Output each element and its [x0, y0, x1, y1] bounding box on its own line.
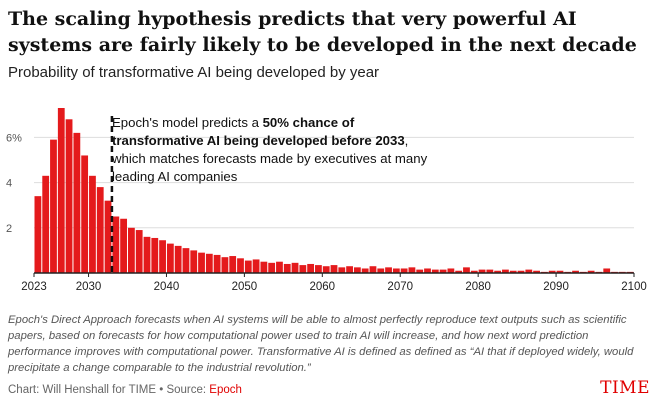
chart-title: The scaling hypothesis predicts that ver…: [8, 8, 637, 56]
bar-2065: [361, 268, 369, 273]
y-tick-label: 4: [6, 178, 12, 190]
bar-2077: [455, 270, 463, 273]
bar-2066: [369, 266, 377, 273]
bar-2039: [159, 240, 166, 273]
bar-2052: [260, 261, 268, 273]
bar-2081: [486, 269, 494, 273]
bar-2040: [166, 243, 174, 273]
footnote: Epoch's Direct Approach forecasts when A…: [8, 314, 634, 374]
bar-2023: [34, 196, 42, 273]
bar-2044: [198, 252, 205, 273]
bar-2033: [112, 216, 120, 273]
bar-2070: [400, 268, 408, 273]
bar-2032: [104, 200, 112, 273]
time-logo: TIME: [600, 378, 650, 398]
bar-2041: [174, 245, 182, 273]
bar-2055: [283, 263, 291, 273]
chart-annotation: Epoch's model predicts a 50% chance of t…: [112, 114, 442, 186]
bar-2049: [237, 258, 244, 273]
bar-2086: [525, 269, 533, 273]
x-tick-label: 2060: [310, 281, 336, 293]
bar-2050: [244, 260, 252, 273]
bar-2064: [353, 267, 361, 273]
bar-2053: [268, 262, 276, 273]
bar-2025: [50, 139, 57, 273]
bar-2083: [502, 269, 509, 273]
bar-2085: [517, 270, 525, 273]
bar-2063: [346, 266, 353, 273]
bar-2057: [299, 265, 307, 273]
bar-2037: [143, 236, 151, 273]
x-tick-label: 2100: [621, 281, 647, 293]
bar-2096: [603, 268, 611, 273]
bar-2042: [182, 248, 190, 273]
bar-2058: [307, 263, 315, 273]
annotation-highlight: 50% chance of transformative AI being de…: [112, 115, 405, 148]
bar-2028: [73, 132, 81, 273]
bar-2080: [478, 269, 486, 273]
bar-2076: [447, 268, 455, 273]
bar-2089: [548, 270, 556, 273]
axes: 2 4 6% 2023 2030 2040 2050 2060 2070 2080 2090 2100: [6, 132, 647, 293]
bar-2048: [229, 256, 237, 273]
x-tick-label: 2030: [76, 281, 102, 293]
bar-2067: [377, 268, 385, 273]
x-tick-label: 2080: [465, 281, 491, 293]
bar-2060: [322, 266, 330, 273]
credits: Chart: Will Henshall for TIME • Source: …: [8, 384, 242, 396]
bar-2092: [572, 270, 579, 273]
y-tick-label: 6%: [6, 132, 22, 144]
bar-2034: [120, 218, 128, 273]
bar-2090: [556, 270, 564, 273]
bar-2051: [252, 259, 260, 273]
bar-2062: [338, 267, 346, 273]
bar-2035: [128, 227, 135, 273]
bar-2068: [385, 267, 392, 273]
bar-2082: [494, 270, 502, 273]
bar-2043: [190, 250, 198, 273]
bar-2072: [416, 269, 424, 273]
bar-2046: [213, 254, 221, 273]
bar-2084: [509, 270, 517, 273]
bar-2056: [291, 262, 299, 273]
bar-2029: [81, 155, 89, 273]
bar-2071: [408, 267, 416, 273]
bar-2038: [151, 237, 159, 273]
bar-2061: [330, 265, 338, 273]
bar-2030: [89, 175, 96, 273]
bar-2059: [315, 265, 322, 273]
bar-2075: [439, 269, 447, 273]
annotation-text-start: Epoch's model predicts a: [112, 115, 263, 130]
bar-2026: [57, 108, 65, 273]
x-tick-label: 2050: [232, 281, 258, 293]
bar-2045: [205, 253, 213, 273]
bar-2069: [392, 268, 400, 273]
credit-text: Chart: Will Henshall for TIME • Source:: [8, 384, 210, 396]
bars: [34, 108, 634, 274]
bar-2054: [276, 261, 283, 273]
bar-2087: [533, 270, 540, 273]
bar-2078: [463, 267, 470, 273]
bar-2094: [587, 270, 595, 273]
source-link[interactable]: Epoch: [209, 384, 242, 396]
bar-2073: [424, 268, 431, 273]
bar-2031: [96, 187, 104, 273]
bar-2074: [431, 269, 439, 273]
annotation-text-end: , which matches forecasts made by execut…: [112, 133, 428, 184]
x-tick-label: 2023: [21, 281, 47, 293]
bar-2047: [221, 257, 229, 273]
y-tick-label: 2: [6, 223, 12, 235]
x-tick-label: 2070: [387, 281, 413, 293]
bar-2079: [470, 270, 478, 273]
x-tick-label: 2040: [154, 281, 180, 293]
chart-subtitle: Probability of transformative AI being d…: [8, 64, 380, 81]
bar-2027: [65, 119, 73, 274]
x-tick-label: 2090: [543, 281, 569, 293]
bar-2036: [135, 230, 143, 273]
bar-2024: [42, 175, 50, 273]
